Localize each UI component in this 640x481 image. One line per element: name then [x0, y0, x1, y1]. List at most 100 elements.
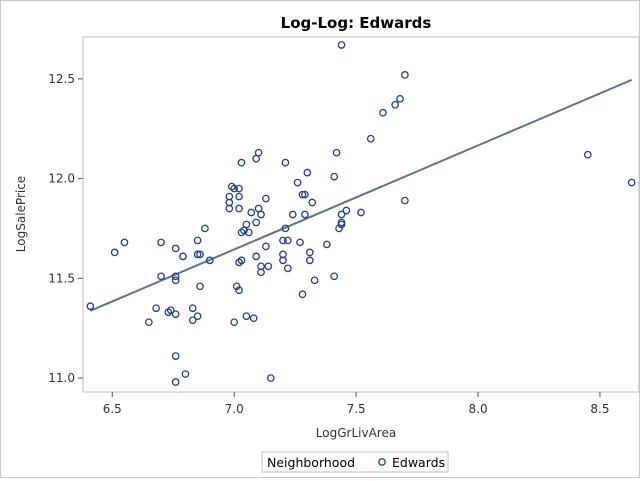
data-point [293, 178, 302, 187]
data-point [152, 304, 161, 313]
data-point [171, 272, 180, 281]
data-point [330, 272, 339, 281]
data-point [379, 108, 387, 117]
data-point [310, 276, 319, 285]
y-tick-label: 11.0 [48, 371, 75, 385]
data-point [201, 224, 209, 233]
data-point [171, 276, 180, 285]
x-tick-label: 6.5 [103, 402, 122, 416]
y-axis: 11.0 11.5 12.0 12.5 [48, 72, 83, 385]
data-point [110, 248, 119, 257]
data-point [279, 236, 287, 245]
chart-title: Log-Log: Edwards [281, 14, 432, 32]
data-point [583, 150, 592, 159]
data-point [337, 210, 346, 219]
data-point [237, 158, 246, 167]
data-point [337, 218, 346, 227]
data-point [301, 190, 309, 199]
data-point [242, 312, 251, 321]
data-point [171, 310, 180, 319]
data-point [266, 374, 275, 382]
data-point [181, 370, 190, 378]
data-point [627, 178, 636, 187]
data-point [235, 204, 243, 213]
data-point [249, 314, 258, 323]
data-point [188, 316, 197, 325]
data-point [283, 264, 292, 273]
data-point [283, 236, 292, 245]
data-point [193, 312, 202, 321]
data-point [308, 198, 317, 207]
data-point [396, 94, 404, 103]
data-point [144, 318, 153, 327]
data-point [257, 210, 265, 219]
y-tick-label: 11.5 [48, 271, 75, 285]
legend-marker-circle [378, 458, 386, 466]
data-point [232, 282, 241, 291]
data-point [330, 172, 339, 181]
data-point [401, 196, 409, 205]
data-point [157, 238, 165, 247]
data-point [357, 208, 365, 217]
legend-entry-edwards: Edwards [392, 455, 445, 470]
data-points [86, 41, 636, 386]
data-point [323, 240, 331, 249]
x-axis: 6.5 7.0 7.5 8.0 8.5 [103, 392, 610, 416]
data-point [237, 256, 246, 265]
data-point [254, 148, 263, 157]
y-axis-label: LogSalePrice [14, 176, 28, 252]
data-point [225, 192, 234, 201]
data-point [296, 238, 304, 247]
data-point [171, 244, 180, 253]
data-point [366, 134, 375, 143]
legend-title: Neighborhood [267, 455, 355, 470]
data-point [262, 194, 270, 203]
data-point [298, 190, 307, 199]
data-point [288, 210, 297, 219]
data-point [247, 208, 256, 217]
data-point [252, 218, 260, 227]
legend-box [261, 451, 449, 473]
regression-fit-line [89, 78, 633, 312]
y-tick-label: 12.5 [48, 72, 75, 86]
data-point [242, 220, 251, 229]
data-point [301, 210, 309, 219]
data-point [86, 302, 95, 311]
data-point [179, 252, 187, 261]
data-point [342, 206, 351, 215]
data-point [401, 71, 409, 79]
x-tick-label: 8.5 [590, 402, 609, 416]
plot-area [82, 36, 640, 393]
data-point [166, 306, 175, 315]
data-point [235, 192, 243, 201]
data-point [305, 248, 314, 257]
data-point [196, 282, 204, 291]
data-point [120, 238, 129, 247]
legend: Neighborhood Edwards [261, 451, 449, 473]
data-point [252, 252, 260, 261]
data-point [332, 148, 341, 157]
data-point [171, 378, 180, 386]
data-point [303, 168, 312, 177]
data-point [235, 286, 243, 295]
data-point [305, 256, 314, 265]
data-point [188, 304, 197, 313]
x-axis-label: LogGrLivArea [316, 426, 396, 440]
x-tick-label: 8.0 [469, 402, 488, 416]
data-point [196, 250, 204, 259]
data-point [337, 41, 346, 49]
x-tick-label: 7.5 [347, 402, 366, 416]
y-tick-label: 12.0 [48, 172, 75, 186]
x-tick-label: 7.0 [225, 402, 244, 416]
data-point [264, 262, 273, 271]
data-point [171, 352, 180, 360]
data-point [281, 158, 290, 167]
data-point [279, 250, 287, 259]
data-point [391, 100, 399, 109]
data-point [281, 224, 290, 233]
data-point [230, 318, 239, 327]
data-point [193, 250, 202, 259]
data-point [157, 272, 165, 281]
